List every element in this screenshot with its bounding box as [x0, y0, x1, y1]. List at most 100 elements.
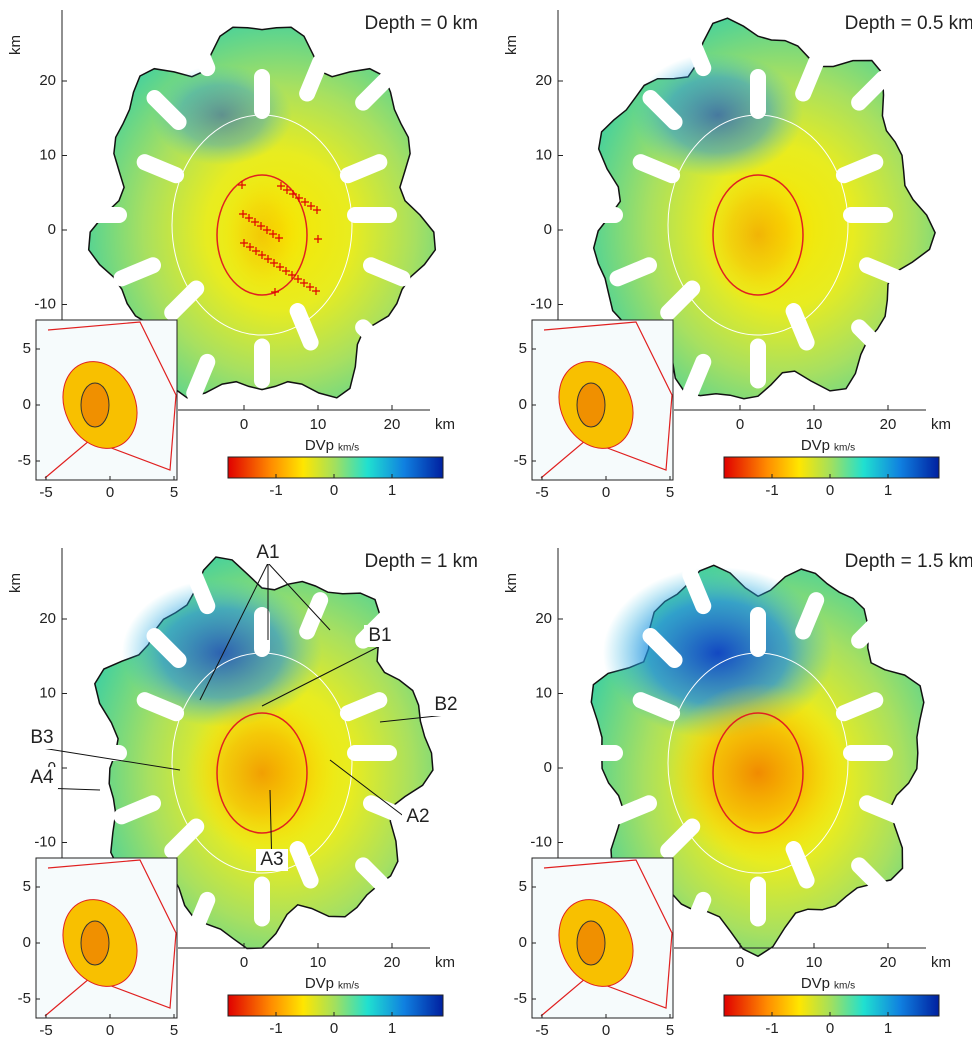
- contour: [216, 712, 308, 834]
- data-gap: [750, 876, 766, 927]
- colorbar-unit: km/s: [338, 443, 359, 454]
- colorbar-tick-label: -1: [765, 482, 778, 499]
- contour: [667, 114, 849, 336]
- data-gap: [609, 257, 657, 287]
- x-tick-label: 0: [240, 416, 248, 433]
- data-gap: [77, 745, 127, 761]
- inset-x-tick-label: 5: [666, 484, 674, 501]
- data-gap: [136, 692, 185, 722]
- data-gap: [632, 154, 681, 184]
- annotation-bg: [256, 849, 288, 871]
- data-gap: [750, 69, 766, 119]
- event-marker: [289, 190, 297, 198]
- y-tick-label: 0: [544, 221, 552, 238]
- y-tick-label: 10: [39, 146, 56, 163]
- data-gap: [339, 692, 388, 722]
- data-gap: [289, 303, 319, 351]
- contour: [712, 712, 804, 834]
- slow-anomaly: [700, 165, 816, 305]
- data-gap: [146, 627, 187, 669]
- event-marker: [263, 226, 271, 234]
- inset-outline: [44, 321, 177, 479]
- event-marker: [245, 214, 253, 222]
- inset-x-tick-label: 0: [106, 484, 114, 501]
- annotation-bg: [26, 767, 58, 789]
- y-tick-label: -10: [34, 295, 56, 312]
- y-tick-label: 10: [535, 146, 552, 163]
- contour: [667, 652, 849, 874]
- event-marker: [275, 234, 283, 242]
- x-tick-label: 10: [806, 954, 823, 971]
- y-unit: km: [503, 35, 520, 55]
- panel-title: Depth = 1.5 km: [845, 551, 972, 572]
- annotation-bg: [252, 542, 284, 564]
- data-gap: [851, 319, 892, 360]
- colorbar: [227, 456, 444, 479]
- annotation: A4: [30, 767, 54, 788]
- annotation-bg: [402, 806, 434, 828]
- event-marker: [264, 255, 272, 263]
- colorbar-tick-label: 0: [826, 1020, 834, 1037]
- inset-x-tick-label: -5: [535, 484, 548, 501]
- data-gap: [355, 70, 396, 111]
- inset-y-tick-label: 5: [519, 878, 527, 895]
- data-gap: [835, 154, 884, 184]
- inset-x-tick-label: 5: [170, 484, 178, 501]
- colorbar: [723, 994, 940, 1017]
- annotation-line: [199, 562, 269, 701]
- inset-y-tick-label: 0: [23, 934, 31, 951]
- data-gap: [682, 566, 712, 615]
- data-gap: [289, 841, 319, 889]
- colorbar-label: DVp: [801, 975, 830, 992]
- data-gap: [573, 745, 623, 761]
- event-marker: [313, 206, 321, 214]
- colorbar-tick-label: -1: [269, 482, 282, 499]
- annotation-line: [41, 747, 181, 771]
- event-marker: [288, 271, 296, 279]
- event-marker: [270, 259, 278, 267]
- panel-title: Depth = 0.5 km: [845, 13, 972, 34]
- y-tick-label: 10: [535, 684, 552, 701]
- data-gap: [363, 795, 411, 825]
- data-gap: [851, 857, 892, 898]
- event-marker: [276, 263, 284, 271]
- event-marker: [238, 181, 246, 189]
- data-gap: [186, 566, 216, 615]
- inset-x-tick-label: -5: [39, 484, 52, 501]
- event-marker: [314, 235, 322, 243]
- inset-core: [576, 920, 606, 966]
- data-gap: [363, 257, 411, 287]
- data-gap: [609, 795, 657, 825]
- event-marker: [257, 222, 265, 230]
- data-gap: [355, 319, 396, 360]
- annotation: A1: [256, 542, 279, 563]
- y-tick-label: 20: [39, 72, 56, 89]
- data-gap: [254, 338, 270, 389]
- data-gap: [355, 857, 396, 898]
- colorbar-tick-label: 1: [884, 482, 892, 499]
- inset-y-tick-label: -5: [18, 452, 31, 469]
- event-marker: [246, 243, 254, 251]
- data-gap: [136, 154, 185, 184]
- data-gap: [795, 54, 825, 102]
- data-gap: [347, 207, 397, 223]
- y-tick-label: 0: [48, 221, 56, 238]
- event-marker: [269, 230, 277, 238]
- data-gap: [146, 89, 187, 131]
- event-marker: [295, 194, 303, 202]
- event-marker: [307, 202, 315, 210]
- event-marker: [312, 287, 320, 295]
- data-gap: [682, 891, 712, 940]
- x-tick-label: 0: [240, 954, 248, 971]
- data-gap: [660, 280, 701, 321]
- data-gap: [660, 818, 701, 859]
- x-unit: km: [435, 954, 455, 971]
- inset-y-tick-label: 0: [519, 396, 527, 413]
- panel: Depth = 1 kmkmkm20100-1001020DVpkm/s-101…: [7, 542, 478, 1039]
- data-gap: [851, 70, 892, 111]
- data-gap: [186, 28, 216, 77]
- x-unit: km: [931, 416, 951, 433]
- data-gap: [785, 841, 815, 889]
